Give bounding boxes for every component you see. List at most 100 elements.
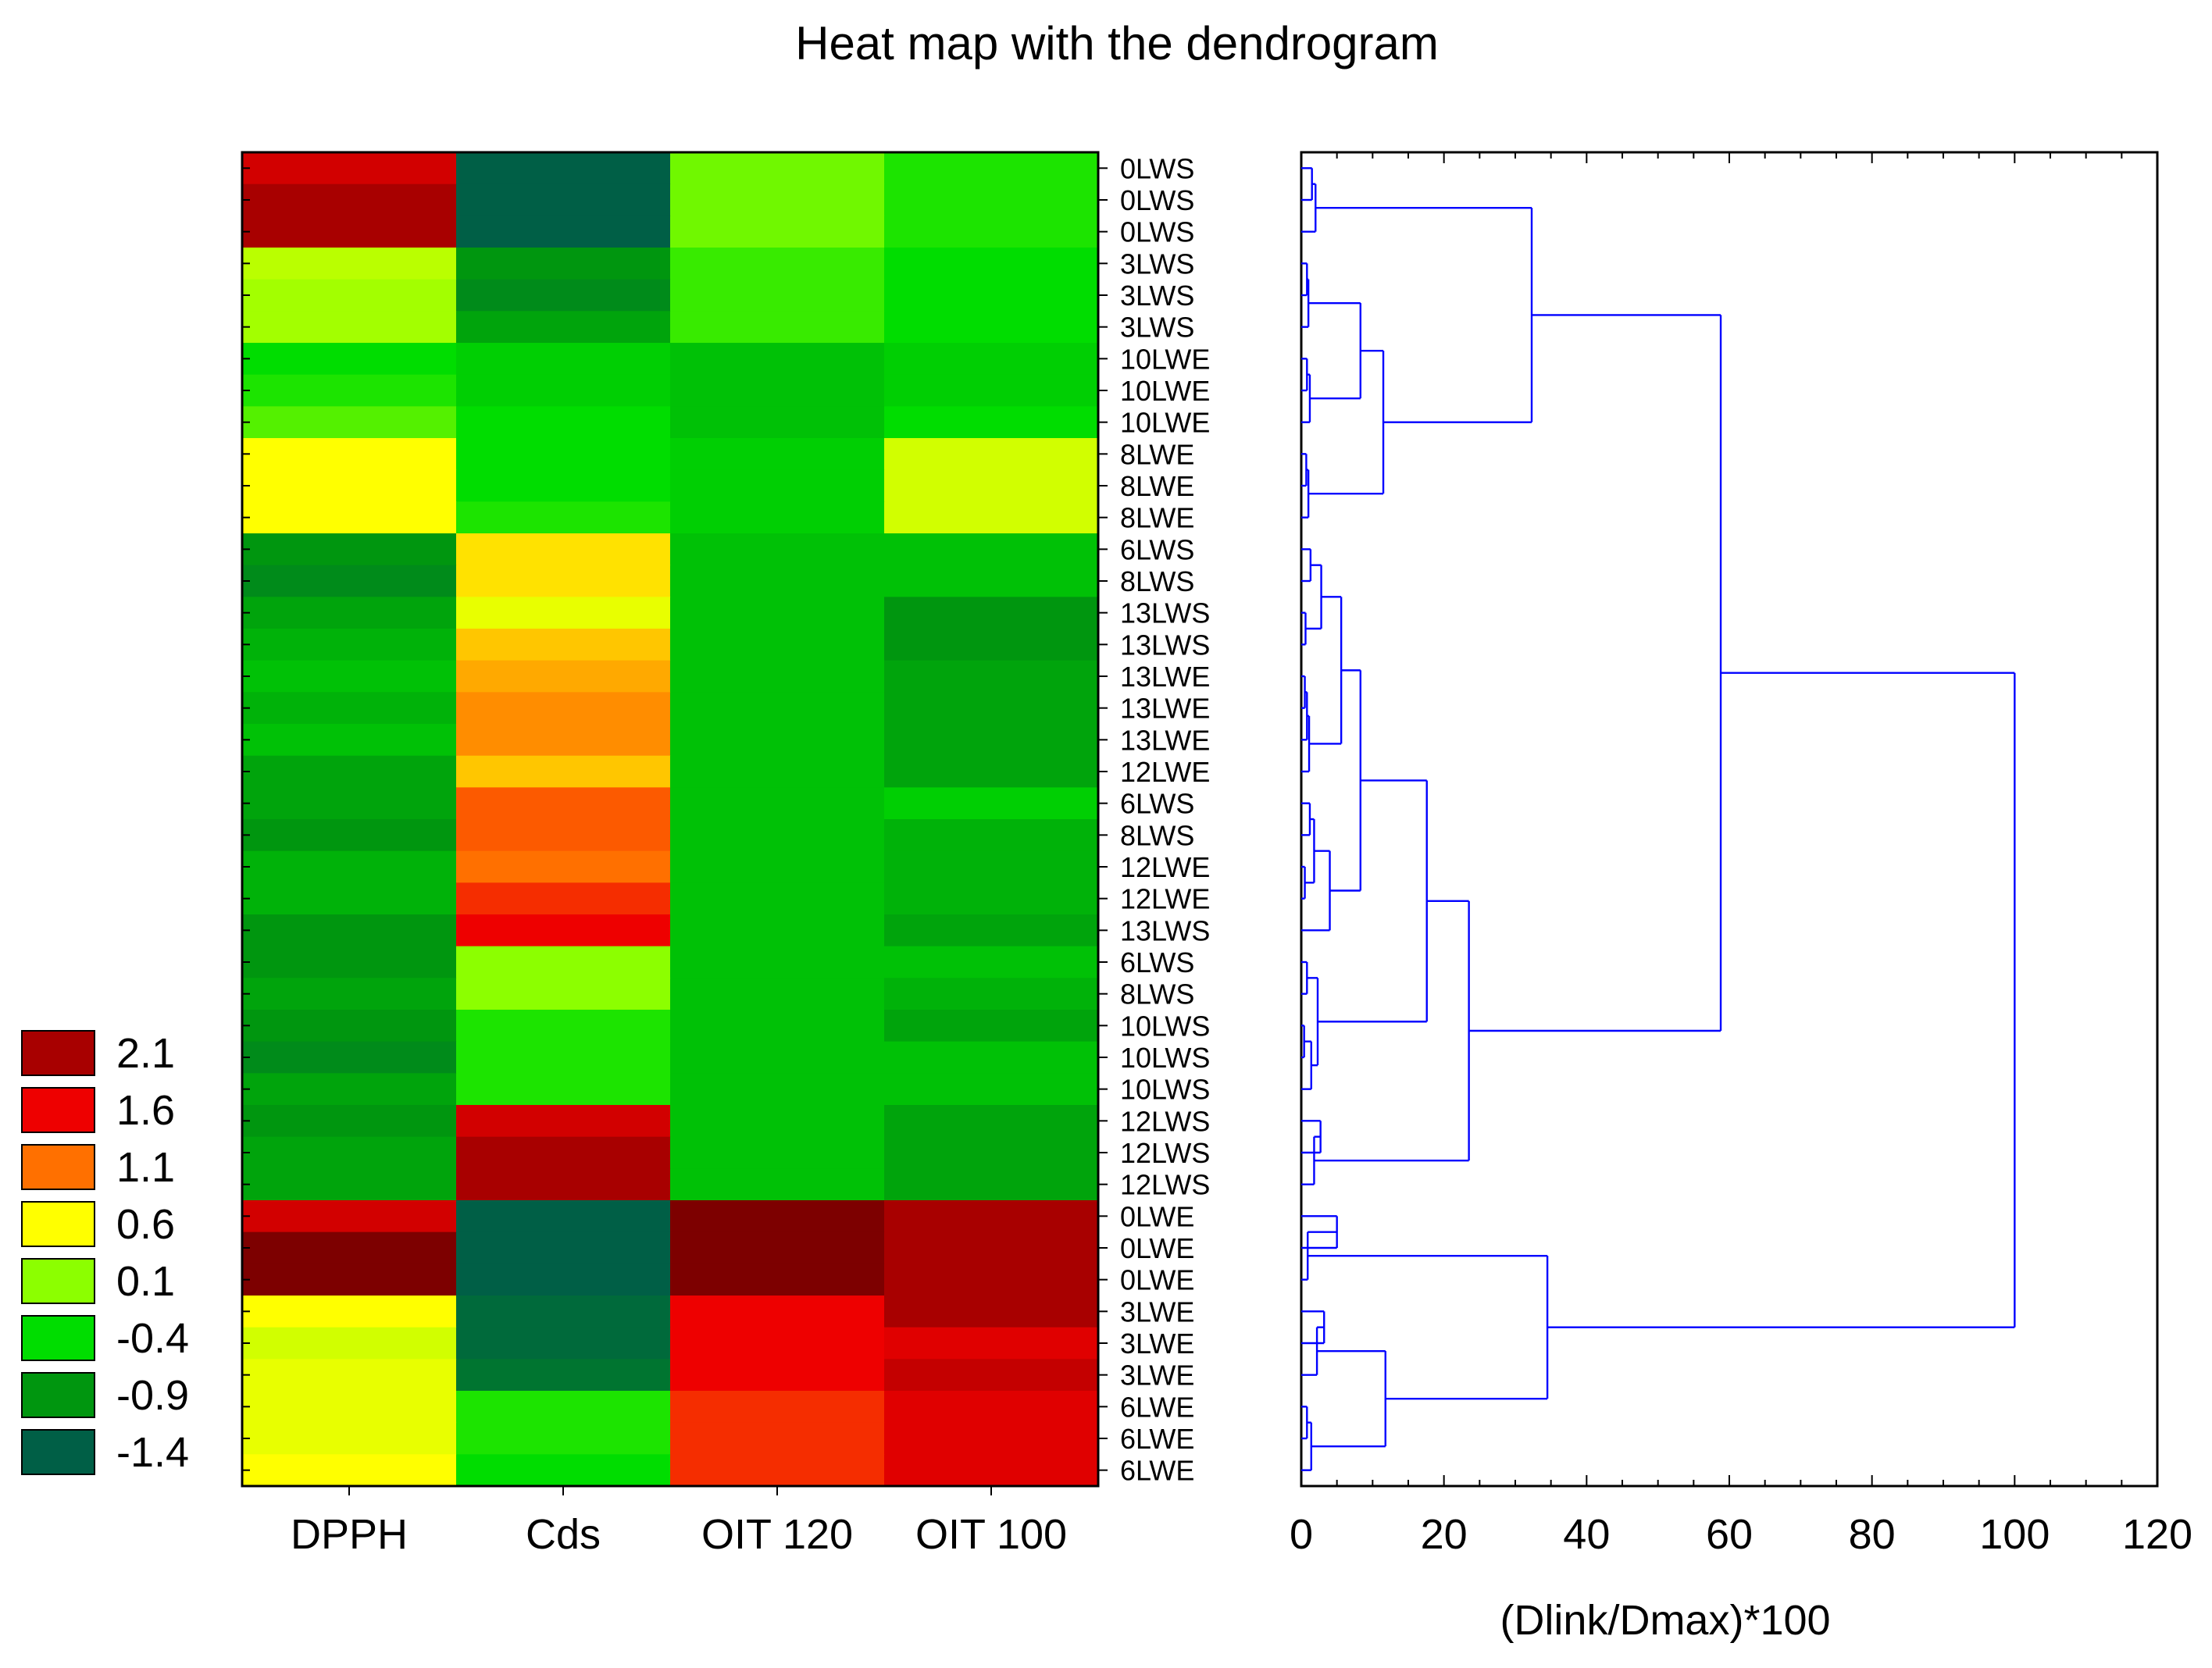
x-tick-label: 60 [1706,1511,1753,1558]
heatmap-cell [670,152,885,185]
row-label: 0LWS [1120,216,1194,248]
heatmap-cell [242,787,457,820]
heatmap-cell [884,469,1099,502]
x-tick-label: 20 [1421,1511,1468,1558]
legend-swatch [21,1258,95,1304]
heatmap-cell [456,343,671,376]
legend-label: 0.6 [116,1201,175,1248]
row-label: 12LWS [1120,1105,1210,1137]
legend-label: 0.1 [116,1258,175,1305]
heatmap-cell [884,1010,1099,1042]
heatmap-cell [884,724,1099,757]
heatmap-cell [884,501,1099,534]
heatmap-cell [884,1105,1099,1138]
row-label: 0LWE [1120,1264,1194,1296]
heatmap-cell [456,755,671,788]
heatmap-cell [242,755,457,788]
heatmap-cell [670,1073,885,1106]
heatmap-cell [670,184,885,216]
heatmap-cell [242,1136,457,1169]
row-label: 6LWE [1120,1423,1194,1455]
heatmap-cell [456,1263,671,1296]
heatmap-cell [456,787,671,820]
heatmap-cell [884,914,1099,947]
heatmap-cell [456,1422,671,1455]
heatmap-cell [884,343,1099,376]
legend-label: 1.1 [116,1144,175,1191]
row-label: 0LWS [1120,152,1194,184]
heatmap-cell [670,248,885,280]
legend-label: 2.1 [116,1030,175,1077]
heatmap-cell [456,565,671,597]
heatmap-cell [456,152,671,185]
heatmap-cell [884,1136,1099,1169]
row-label: 8LWS [1120,978,1194,1010]
heatmap-cell [456,1327,671,1360]
heatmap-cell [884,374,1099,407]
heatmap-cell [456,978,671,1010]
heatmap-cell [670,882,885,915]
row-labels: 0LWS0LWS0LWS3LWS3LWS3LWS10LWE10LWE10LWE8… [242,152,1210,1487]
heatmap-cell [670,597,885,629]
heatmap-cell [670,1454,885,1487]
heatmap-cell [670,787,885,820]
heatmap-cell [670,216,885,248]
heatmap-cell [670,501,885,534]
legend-swatch [21,1429,95,1475]
row-label: 8LWS [1120,819,1194,851]
heatmap-cell [884,1359,1099,1392]
heatmap-cell [242,1359,457,1392]
heatmap-cell [242,1454,457,1487]
heatmap-cell [884,1200,1099,1233]
heatmap-cell [884,533,1099,566]
heatmap-cell [670,1105,885,1138]
heatmap-cell [670,1391,885,1424]
heatmap-cell [242,1327,457,1360]
heatmap-cell [456,1105,671,1138]
dendrogram-frame [1300,151,2159,1488]
heatmap-cell [670,533,885,566]
heatmap-cell [884,565,1099,597]
heatmap-cell [242,565,457,597]
heatmap-cell [242,279,457,312]
heatmap-cell [670,978,885,1010]
heatmap-cell [456,406,671,439]
legend-swatch [21,1030,95,1076]
heatmap-cell [884,1296,1099,1328]
row-label: 6LWS [1120,788,1194,820]
heatmap-cell [884,311,1099,344]
heatmap-cell [242,184,457,216]
heatmap-cell [456,629,671,661]
heatmap-cell [242,248,457,280]
heatmap-cell [242,1296,457,1328]
heatmap-cell [670,1168,885,1201]
heatmap-cell [242,501,457,534]
dendrogram-x-axis-label: (Dlink/Dmax)*100 [1500,1597,1830,1644]
heatmap-cell [242,469,457,502]
heatmap-cell [884,1041,1099,1074]
heatmap-cell [456,692,671,725]
heatmap-cell [242,692,457,725]
heatmap-cell [884,216,1099,248]
row-label: 0LWE [1120,1232,1194,1264]
row-label: 10LWE [1120,375,1210,407]
legend-label: 1.6 [116,1087,175,1134]
row-label: 10LWS [1120,1042,1210,1074]
heatmap-cell [884,978,1099,1010]
heatmap-cell [242,343,457,376]
row-label: 13LWE [1120,693,1210,725]
legend-label: -1.4 [116,1429,189,1476]
heatmap-cell [456,1041,671,1074]
heatmap-cell [884,787,1099,820]
heatmap-cell [884,1168,1099,1201]
row-label: 13LWS [1120,597,1210,629]
row-label: 10LWS [1120,1010,1210,1042]
heatmap-cell [242,1422,457,1455]
heatmap-cell [242,1391,457,1424]
heatmap-cell [456,1454,671,1487]
heatmap-cell [670,1136,885,1169]
heatmap-cell [242,1010,457,1042]
heatmap-cell [670,469,885,502]
heatmap-cell [670,660,885,693]
